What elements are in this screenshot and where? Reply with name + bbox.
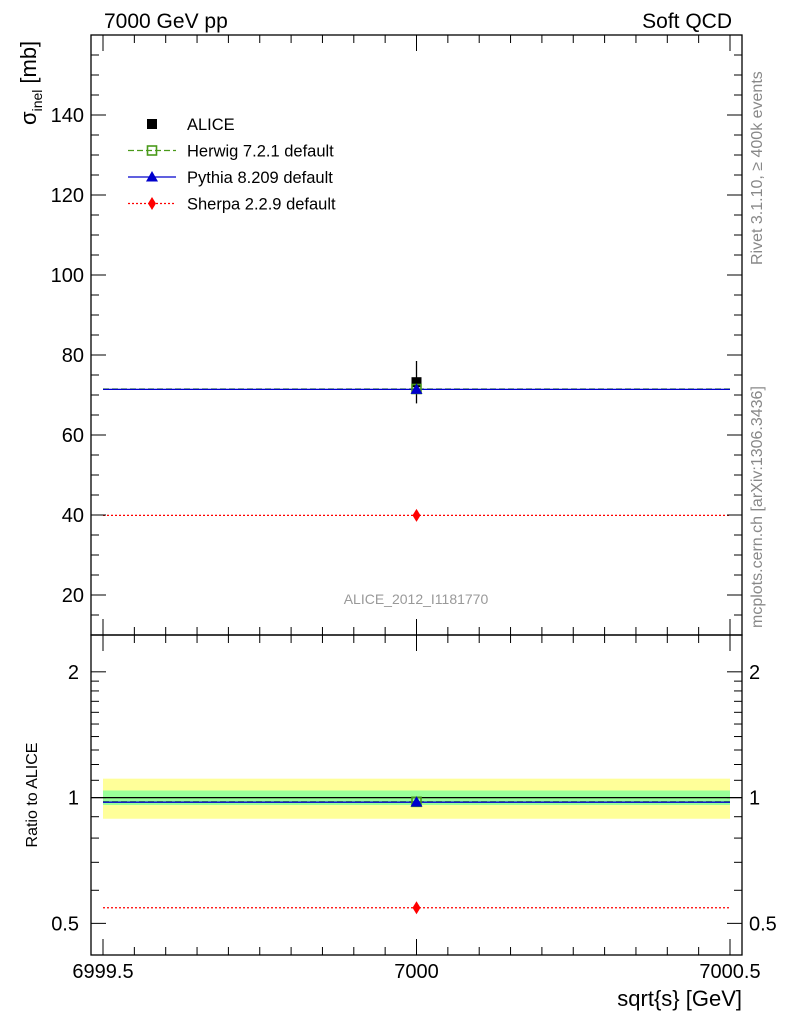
y-tick-label: 80 xyxy=(62,345,84,367)
ratio-y-tick-label-left: 1 xyxy=(68,788,79,810)
x-axis-label: sqrt{s} [GeV] xyxy=(617,986,742,1011)
y-tick-label: 60 xyxy=(62,425,84,447)
y-tick-label: 20 xyxy=(62,585,84,607)
y-tick-label: 120 xyxy=(51,185,84,207)
ratio-panel: 0.5 0.5 1 1 2 2 6999.5 7000 7000.5 Ratio to ALIC… xyxy=(24,634,777,1011)
legend-sherpa-2-2-9-default-marker xyxy=(148,197,156,210)
ratio-y-tick-label-right: 2 xyxy=(749,662,760,684)
legend-alice-label: ALICE xyxy=(187,116,235,134)
ratio-data-layer xyxy=(91,778,742,915)
main-y-axis-label: σinel [mb] xyxy=(16,41,45,125)
ratio-panel-frame xyxy=(90,634,743,956)
mcplots-label: mcplots.cern.ch [arXiv:1306.3436] xyxy=(749,386,766,628)
y-label-symbol: σ xyxy=(16,111,41,125)
analysis-label: ALICE_2012_I1181770 xyxy=(344,591,489,607)
pythia-8-209-default-ratio-marker xyxy=(410,796,423,807)
legend-pythia-8-209-default-label: Pythia 8.209 default xyxy=(187,169,333,187)
legend-alice-marker xyxy=(147,119,157,129)
x-tick-label: 7000 xyxy=(394,961,439,983)
main-data-layer xyxy=(103,361,730,522)
svg-text:σinel[mb]: σinel [mb] xyxy=(16,41,45,125)
legend: ALICE Herwig 7.2.1 default Pythia 8.209 de… xyxy=(128,116,336,214)
ratio-y-tick-label-left: 2 xyxy=(68,662,79,684)
y-label-subscript: inel xyxy=(29,90,45,112)
sherpa-2-2-9-default-marker xyxy=(412,508,421,522)
header-energy-label: 7000 GeV pp xyxy=(104,10,228,33)
y-tick-label: 140 xyxy=(51,105,84,127)
ratio-y-axis-label: Ratio to ALICE xyxy=(24,743,41,848)
alice-marker xyxy=(411,377,422,388)
y-tick-label: 40 xyxy=(62,505,84,527)
y-tick-label: 100 xyxy=(51,265,84,287)
legend-sherpa-2-2-9-default-label: Sherpa 2.2.9 default xyxy=(187,196,336,214)
x-tick-label: 6999.5 xyxy=(72,961,133,983)
rivet-version-label: Rivet 3.1.10, ≥ 400k events xyxy=(749,71,766,265)
main-panel: 20 40 60 80 100 120 140 ALICE_2012_I1181770 σi… xyxy=(16,34,743,636)
ratio-y-tick-label-left: 0.5 xyxy=(51,913,79,935)
legend-pythia-8-209-default-marker xyxy=(146,171,158,182)
main-axis-ticks: 20 40 60 80 100 120 140 xyxy=(51,34,742,636)
sherpa-2-2-9-default-ratio-marker xyxy=(412,901,421,915)
pythia-8-209-default-marker xyxy=(410,383,423,394)
x-tick-label: 7000.5 xyxy=(699,961,760,983)
header-category-label: Soft QCD xyxy=(642,10,732,33)
ratio-y-tick-label-right: 1 xyxy=(749,788,760,810)
legend-herwig-7-2-1-default-label: Herwig 7.2.1 default xyxy=(187,143,334,161)
ratio-y-tick-label-right: 0.5 xyxy=(749,913,777,935)
ratio-axis-ticks: 0.5 0.5 1 1 2 2 6999.5 7000 7000.5 xyxy=(51,635,777,983)
y-label-unit: [mb] xyxy=(16,41,41,84)
legend-herwig-7-2-1-default-marker xyxy=(146,145,158,156)
